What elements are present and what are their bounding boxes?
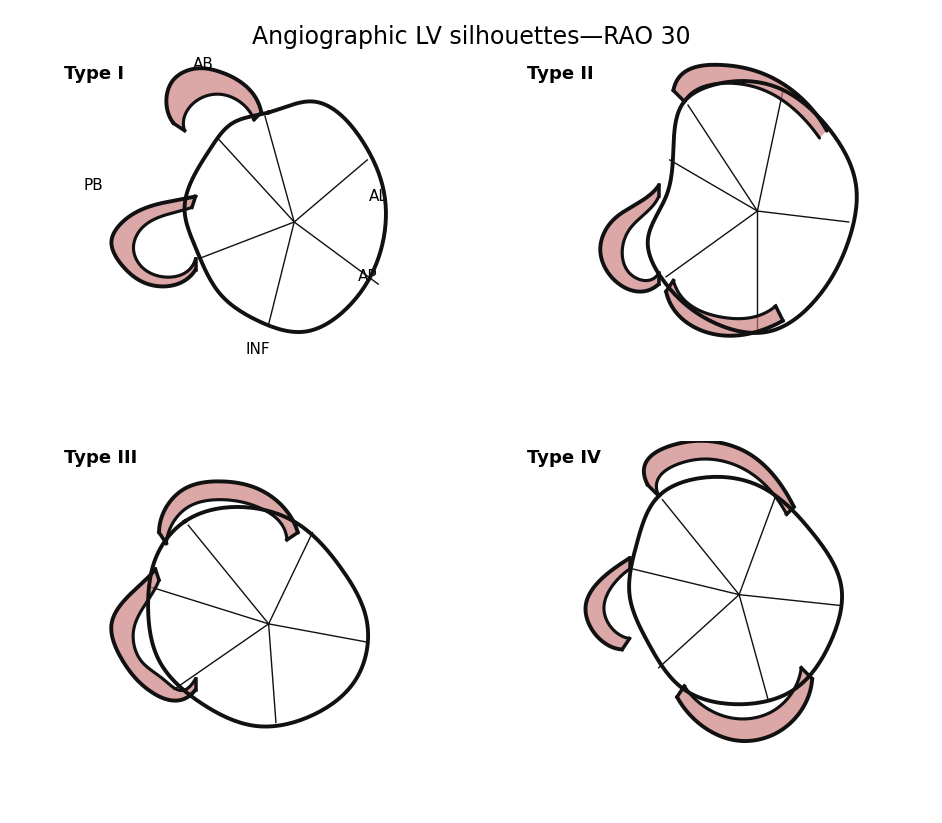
Text: AP: AP (357, 269, 377, 284)
Text: Angiographic LV silhouettes—RAO 30: Angiographic LV silhouettes—RAO 30 (252, 25, 690, 49)
Polygon shape (677, 667, 812, 741)
Polygon shape (159, 481, 298, 543)
Polygon shape (600, 185, 658, 291)
Polygon shape (111, 569, 196, 700)
Text: AB: AB (192, 58, 213, 72)
Polygon shape (666, 281, 783, 336)
Text: Type IV: Type IV (528, 449, 601, 467)
Polygon shape (167, 68, 261, 131)
Polygon shape (586, 558, 629, 649)
Polygon shape (674, 65, 827, 138)
Text: INF: INF (245, 342, 270, 357)
Text: AL: AL (369, 189, 388, 204)
Text: Type III: Type III (64, 449, 138, 467)
Text: Type II: Type II (528, 65, 593, 83)
Text: PB: PB (84, 178, 103, 193)
Text: Type I: Type I (64, 65, 124, 83)
Polygon shape (111, 197, 196, 286)
Polygon shape (643, 441, 794, 514)
